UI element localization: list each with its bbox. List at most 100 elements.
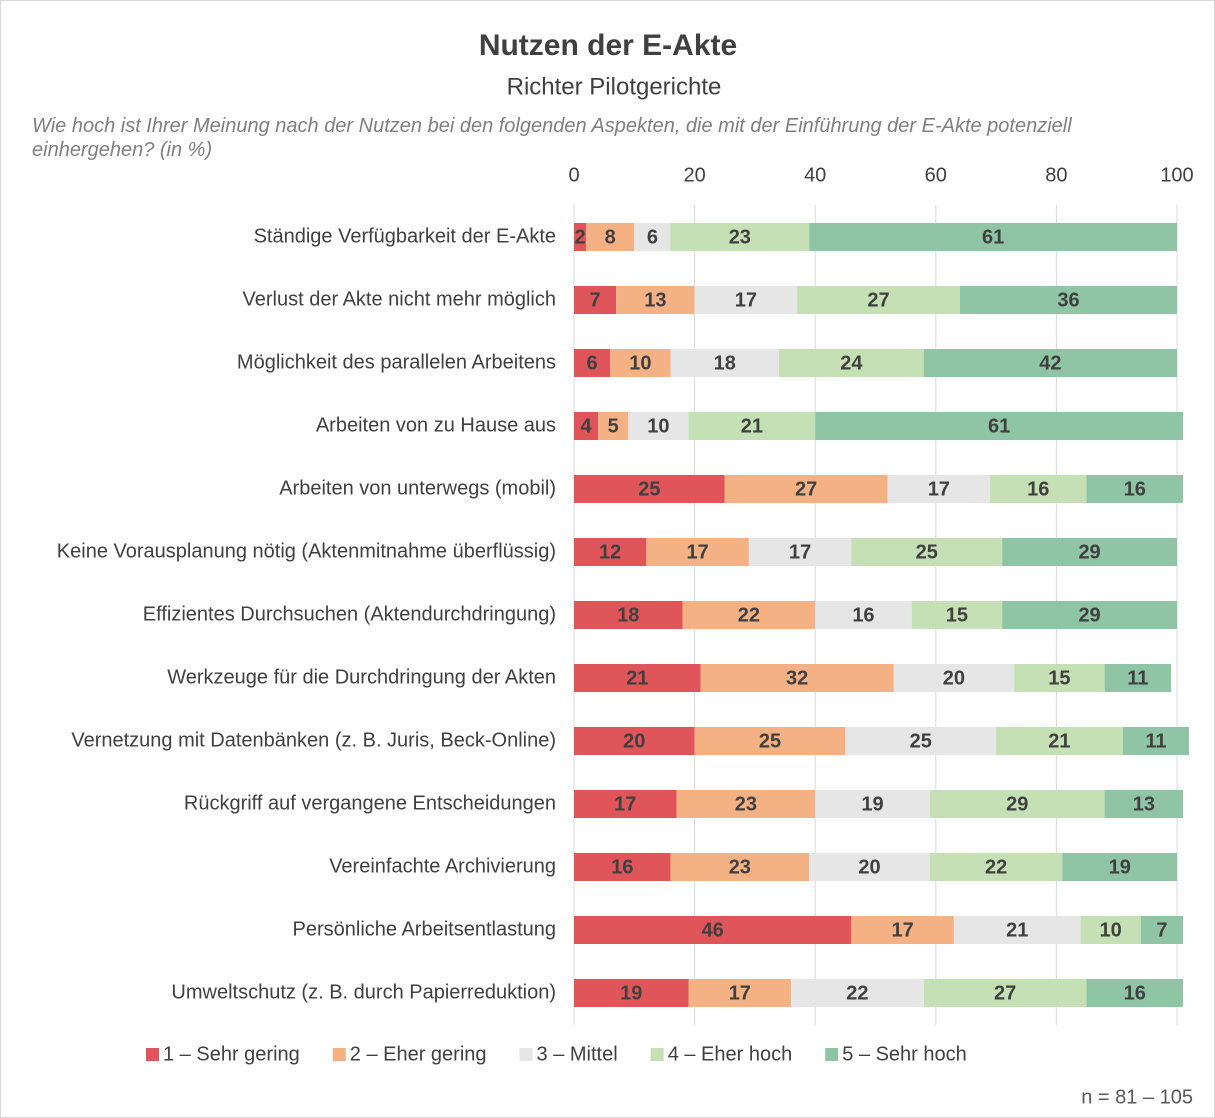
data-label: 16 xyxy=(852,604,874,626)
y-tick-label: Vernetzung mit Datenbänken (z. B. Juris,… xyxy=(71,729,556,751)
bar-segment xyxy=(646,538,749,566)
data-label: 6 xyxy=(647,226,658,248)
bar-segment xyxy=(1002,538,1177,566)
y-tick-label: Umweltschutz (z. B. durch Papierreduktio… xyxy=(171,981,556,1003)
bar-segment xyxy=(574,475,725,503)
x-tick-label: 60 xyxy=(925,164,947,186)
bar-segment xyxy=(670,349,780,377)
data-label: 22 xyxy=(738,604,760,626)
data-label: 17 xyxy=(892,919,914,941)
bar-segment xyxy=(676,790,816,818)
data-label: 21 xyxy=(1006,919,1028,941)
bar-segment xyxy=(574,412,599,440)
data-label: 17 xyxy=(729,982,751,1004)
bar-segment xyxy=(628,412,689,440)
bar-segment xyxy=(574,727,695,755)
bar-segment xyxy=(574,223,587,251)
bar-segment xyxy=(797,286,960,314)
y-tick-label: Werkzeuge für die Durchdringung der Akte… xyxy=(167,666,556,688)
data-label: 17 xyxy=(789,541,811,563)
bar-segment xyxy=(996,727,1123,755)
data-label: 27 xyxy=(867,289,889,311)
bar-segment xyxy=(574,853,671,881)
bar-segment xyxy=(1014,664,1105,692)
y-tick-label: Keine Vorausplanung nötig (Aktenmitnahme… xyxy=(57,540,556,562)
data-label: 20 xyxy=(943,667,965,689)
y-tick-label: Ständige Verfügbarkeit der E-Akte xyxy=(254,225,556,247)
bar-segment xyxy=(851,538,1003,566)
data-label: 11 xyxy=(1145,730,1166,752)
data-label: 61 xyxy=(988,415,1010,437)
data-label: 22 xyxy=(985,856,1007,878)
data-label: 16 xyxy=(611,856,633,878)
bar-segment xyxy=(779,349,924,377)
bar-segment xyxy=(815,601,912,629)
bar-segment xyxy=(887,475,991,503)
bar-segment xyxy=(1104,790,1184,818)
bar-segment xyxy=(990,475,1087,503)
data-label: 7 xyxy=(1156,919,1167,941)
data-label: 10 xyxy=(1100,919,1122,941)
data-label: 17 xyxy=(735,289,757,311)
bar-segment xyxy=(1122,727,1190,755)
data-label: 21 xyxy=(626,667,648,689)
bar-segment xyxy=(574,790,677,818)
y-tick-label: Rückgriff auf vergangene Entscheidungen xyxy=(184,792,556,814)
bar-segment xyxy=(574,538,647,566)
x-tick-label: 20 xyxy=(683,164,705,186)
data-label: 25 xyxy=(910,730,932,752)
bar-segment xyxy=(574,664,701,692)
y-tick-label: Möglichkeit des parallelen Arbeitens xyxy=(237,351,556,373)
bar-segment xyxy=(851,916,954,944)
data-label: 12 xyxy=(599,541,621,563)
data-label: 5 xyxy=(608,415,619,437)
data-label: 25 xyxy=(638,478,660,500)
bar-segment xyxy=(923,349,1177,377)
bar-segment xyxy=(682,601,816,629)
data-label: 19 xyxy=(861,793,883,815)
data-label: 46 xyxy=(702,919,724,941)
bar-segment xyxy=(929,790,1105,818)
legend-swatch xyxy=(650,1048,664,1061)
bar-segment xyxy=(929,853,1063,881)
legend-label: 2 – Eher gering xyxy=(350,1043,487,1065)
data-label: 16 xyxy=(1124,982,1146,1004)
data-label: 17 xyxy=(686,541,708,563)
y-tick-label: Arbeiten von zu Hause aus xyxy=(316,414,556,436)
data-label: 15 xyxy=(1048,667,1070,689)
data-label: 22 xyxy=(846,982,868,1004)
y-tick-label: Vereinfachte Archivierung xyxy=(329,855,556,877)
data-label: 27 xyxy=(795,478,817,500)
bar-segment xyxy=(748,538,852,566)
bar-segment xyxy=(845,727,997,755)
chart-subtitle: Richter Pilotgerichte xyxy=(507,73,722,100)
bar-segment xyxy=(634,223,671,251)
data-label: 42 xyxy=(1039,352,1061,374)
bar-segment xyxy=(598,412,629,440)
bar-segment xyxy=(574,979,689,1007)
legend-swatch xyxy=(146,1048,159,1061)
y-tick-label: Effizientes Durchsuchen (Aktendurchdring… xyxy=(143,603,556,625)
bar-segment xyxy=(1002,601,1177,629)
bar-segment xyxy=(574,286,617,314)
question: Wie hoch ist Ihrer Meinung nach der Nutz… xyxy=(32,115,1072,161)
legend-label: 4 – Eher hoch xyxy=(668,1043,793,1065)
bar-segment xyxy=(1080,916,1141,944)
data-label: 17 xyxy=(928,478,950,500)
legend-label: 5 – Sehr hoch xyxy=(842,1043,967,1065)
data-label: 16 xyxy=(1027,478,1049,500)
bar-segment xyxy=(893,664,1015,692)
data-label: 21 xyxy=(1048,730,1070,752)
data-label: 32 xyxy=(786,667,808,689)
y-tick-label: Arbeiten von unterwegs (mobil) xyxy=(279,477,556,499)
data-label: 27 xyxy=(994,982,1016,1004)
data-label: 13 xyxy=(644,289,666,311)
x-tick-label: 0 xyxy=(568,164,579,186)
bar-segment xyxy=(694,727,846,755)
chart-title: Nutzen der E-Akte xyxy=(479,29,737,62)
data-label: 2 xyxy=(574,226,585,248)
bar-segment xyxy=(574,916,852,944)
data-label: 23 xyxy=(735,793,757,815)
data-label: 61 xyxy=(982,226,1004,248)
